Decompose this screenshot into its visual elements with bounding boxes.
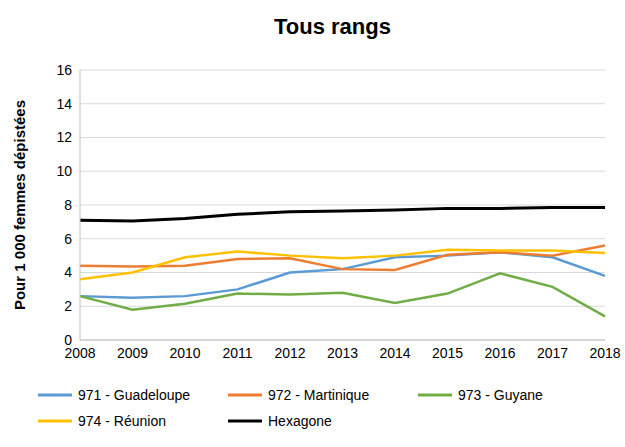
svg-text:4: 4 <box>64 264 72 280</box>
svg-text:2008: 2008 <box>64 344 96 361</box>
svg-text:2016: 2016 <box>484 345 515 361</box>
html-text:Hexagone: Hexagone <box>268 413 332 429</box>
html-text:Tous rangs: Tous rangs <box>274 14 391 39</box>
svg-text:14: 14 <box>56 96 72 112</box>
svg-text:6: 6 <box>64 231 72 247</box>
svg-text:2014: 2014 <box>379 345 410 361</box>
svg-text:2013: 2013 <box>327 345 358 361</box>
html-text:973 - Guyane: 973 - Guyane <box>458 387 543 403</box>
svg-text:12: 12 <box>56 129 72 145</box>
svg-text:2017: 2017 <box>537 345 568 361</box>
svg-text:2011: 2011 <box>222 345 252 361</box>
svg-text:8: 8 <box>64 197 72 213</box>
svg-text:2009: 2009 <box>117 345 148 361</box>
html-text:974 - Réunion: 974 - Réunion <box>78 413 166 429</box>
svg-text:0: 0 <box>64 332 72 348</box>
html-text:971 - Guadeloupe: 971 - Guadeloupe <box>78 387 191 403</box>
svg-text:Pour 1 000 femmes dépistées: Pour 1 000 femmes dépistées <box>11 100 28 310</box>
svg-text:16: 16 <box>56 62 72 78</box>
svg-text:2018: 2018 <box>589 345 617 361</box>
svg-text:10: 10 <box>56 163 72 179</box>
svg-text:2010: 2010 <box>169 345 200 361</box>
svg-text:2: 2 <box>64 298 72 314</box>
svg-text:2012: 2012 <box>274 345 305 361</box>
html-text:972 - Martinique: 972 - Martinique <box>268 387 370 403</box>
svg-text:2015: 2015 <box>432 345 463 361</box>
